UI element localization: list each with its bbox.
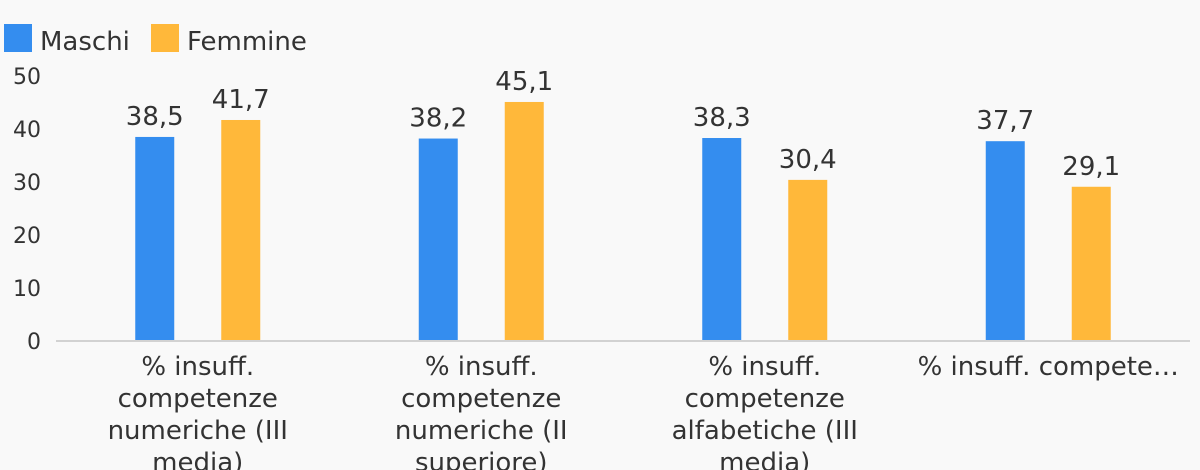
bar-femmine [1071, 186, 1111, 341]
data-label-maschi: 38,5 [126, 102, 184, 132]
x-category-label: % insuff. [141, 352, 254, 382]
data-label-femmine: 30,4 [779, 145, 837, 175]
data-label-femmine: 29,1 [1062, 152, 1120, 182]
data-label-femmine: 45,1 [495, 67, 553, 97]
x-category-label: media) [719, 448, 810, 470]
x-category-label: media) [152, 448, 243, 470]
y-tick-label: 10 [13, 277, 41, 302]
y-tick-label: 50 [13, 65, 41, 90]
data-label-maschi: 38,2 [409, 104, 467, 134]
legend-swatch-femmine [151, 24, 179, 52]
x-category-label: % insuff. [708, 352, 821, 382]
legend-swatch-maschi [4, 24, 32, 52]
bars [135, 101, 1111, 342]
legend-label-femmine: Femmine [187, 27, 307, 57]
bar-femmine [221, 119, 261, 342]
bar-femmine [788, 179, 828, 341]
x-category-label: numeriche (II [395, 416, 568, 446]
y-axis: 0 10 20 30 40 50 [13, 65, 41, 355]
data-labels: 38,5 38,2 38,3 37,7 41,7 45,1 30,4 29,1 [126, 67, 1120, 182]
data-label-femmine: 41,7 [212, 85, 270, 115]
y-tick-label: 30 [13, 171, 41, 196]
bar-maschi [135, 136, 175, 341]
x-category-label: % insuff. [425, 352, 538, 382]
x-category-label: alfabetiche (III [672, 416, 858, 446]
y-tick-label: 0 [27, 330, 41, 355]
bar-maschi [985, 141, 1025, 341]
x-category-label: superiore) [415, 448, 548, 470]
y-tick-label: 20 [13, 224, 41, 249]
bar-maschi [702, 138, 742, 341]
x-category-label: numeriche (III [108, 416, 288, 446]
x-category-label: competenze [401, 384, 561, 414]
y-tick-label: 40 [13, 118, 41, 143]
legend: Maschi Femmine [4, 24, 307, 57]
x-category-label: % insuff. compete… [918, 352, 1179, 382]
data-label-maschi: 37,7 [976, 106, 1034, 136]
bar-femmine [504, 101, 544, 341]
legend-label-maschi: Maschi [40, 27, 130, 57]
data-label-maschi: 38,3 [693, 103, 751, 133]
x-category-label: competenze [685, 384, 845, 414]
bar-maschi [418, 138, 458, 341]
x-category-label: competenze [118, 384, 278, 414]
